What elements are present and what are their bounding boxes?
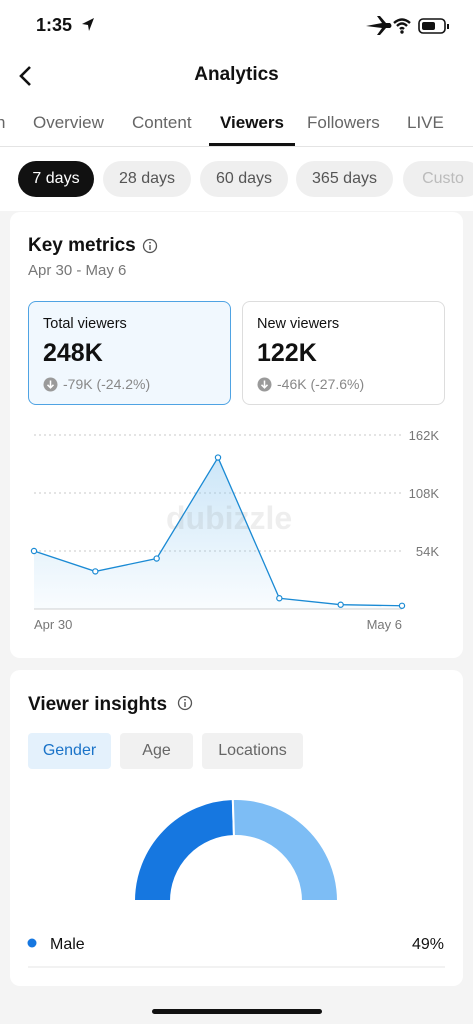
point xyxy=(276,595,283,602)
tab-underline xyxy=(209,143,295,146)
tab[interactable]: Followers xyxy=(307,113,380,132)
section-title: Key metrics xyxy=(28,235,136,256)
location-icon xyxy=(82,18,94,31)
area xyxy=(34,457,402,609)
donut-segment xyxy=(132,798,235,902)
metric-change: -79K (-24.2%) xyxy=(63,376,151,392)
y-tick-label: 162K xyxy=(409,428,440,443)
value-label: 49% xyxy=(412,936,444,953)
down-icon xyxy=(257,377,272,392)
watermark: dubizzle xyxy=(166,500,293,536)
back-button[interactable] xyxy=(16,64,36,88)
home-indicator xyxy=(152,1009,322,1014)
point xyxy=(398,602,406,609)
tab[interactable]: LIVE xyxy=(407,113,444,132)
point xyxy=(30,547,38,555)
metric-value: 248K xyxy=(43,339,103,367)
legend-label: Male xyxy=(50,936,85,953)
point xyxy=(92,568,99,575)
point xyxy=(153,555,160,562)
insight-tab[interactable]: Gender xyxy=(28,733,111,769)
filter-pill[interactable]: Custo xyxy=(403,161,473,197)
status-icons xyxy=(366,16,449,35)
tab[interactable]: n xyxy=(0,113,6,132)
donut-segment xyxy=(231,798,340,902)
point xyxy=(214,454,222,461)
status-time: 1:35 xyxy=(36,15,73,35)
point xyxy=(337,601,344,608)
line-chart: 54K 108K 162K Apr 30 May 6 xyxy=(30,428,440,632)
filter-pill[interactable]: 365 days xyxy=(296,161,393,197)
info-icon[interactable] xyxy=(142,238,158,254)
date-range: Apr 30 - May 6 xyxy=(28,262,127,279)
info-icon[interactable] xyxy=(177,695,193,711)
y-tick-label: 54K xyxy=(416,544,439,559)
tab[interactable]: Content xyxy=(132,113,192,132)
filter-pill[interactable]: 7 days xyxy=(18,161,94,197)
legend-dot xyxy=(27,938,37,948)
donut-chart: Male 49% xyxy=(27,798,445,968)
divider xyxy=(0,146,473,147)
section-title: Viewer insights xyxy=(28,694,168,715)
x-tick-label: May 6 xyxy=(367,617,402,632)
metric-value: 122K xyxy=(257,339,317,367)
tab[interactable]: Viewers xyxy=(220,113,284,132)
metric-change: -46K (-27.6%) xyxy=(277,376,365,392)
insight-tab[interactable]: Age xyxy=(120,733,193,769)
down-icon xyxy=(43,377,58,392)
x-tick-label: Apr 30 xyxy=(34,617,72,632)
filter-pill[interactable]: 28 days xyxy=(103,161,191,197)
page-title: Analytics xyxy=(194,64,279,85)
y-tick-label: 108K xyxy=(409,486,440,501)
metric-card[interactable]: New viewers 122K -46K (-27.6%) xyxy=(242,301,445,405)
tab[interactable]: Overview xyxy=(33,113,104,132)
metric-label: New viewers xyxy=(257,316,340,332)
metric-label: Total viewers xyxy=(43,316,127,332)
filter-pill[interactable]: 60 days xyxy=(200,161,288,197)
metric-card[interactable]: Total viewers 248K -79K (-24.2%) xyxy=(28,301,231,405)
insight-tab[interactable]: Locations xyxy=(202,733,303,769)
